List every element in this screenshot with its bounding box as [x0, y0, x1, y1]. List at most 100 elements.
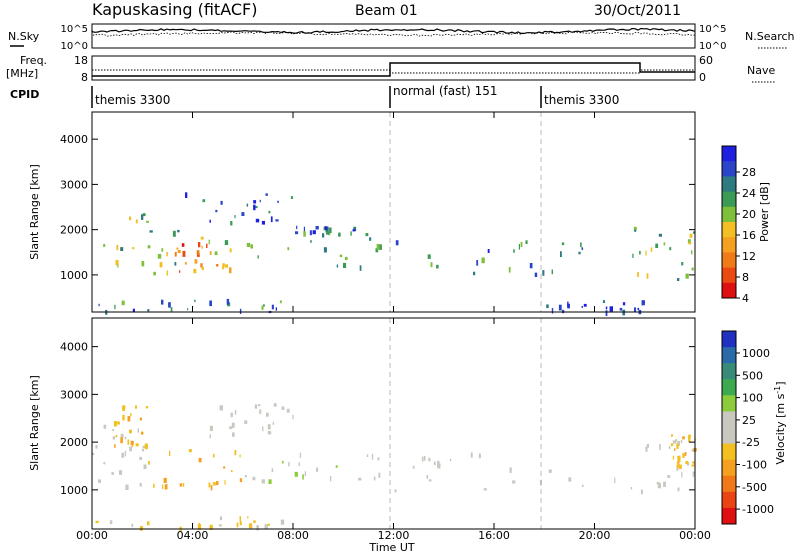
echo-cell — [358, 477, 362, 481]
noise-tick-right-bottom: 10^0 — [699, 41, 726, 52]
echo-cell — [145, 406, 149, 409]
echo-cell — [132, 247, 135, 250]
echo-cell — [268, 479, 272, 484]
colorbar-tick-label: 12 — [742, 250, 756, 263]
echo-cell — [622, 309, 626, 316]
echo-cell — [567, 303, 570, 309]
echo-cell — [483, 488, 487, 491]
colorbar-tick-label: 28 — [742, 166, 756, 179]
colorbar-segment — [722, 379, 736, 396]
colorbar-tick-label: 500 — [742, 369, 763, 382]
colorbar-segment — [722, 237, 736, 253]
date-title: 30/Oct/2011 — [594, 3, 681, 19]
echo-cell — [202, 199, 206, 203]
echo-cell — [265, 193, 268, 196]
echo-cell — [692, 472, 695, 477]
echo-cell — [187, 308, 189, 311]
echo-cell — [209, 219, 211, 223]
echo-cell — [645, 250, 647, 256]
y-tick-label: 2000 — [60, 436, 88, 449]
echo-cell — [209, 524, 213, 530]
echo-cell — [200, 263, 203, 268]
echo-cell — [141, 431, 144, 435]
echo-cell — [271, 304, 274, 310]
echo-cell — [201, 245, 203, 249]
cpid-segment-2: normal (fast) 151 — [393, 84, 497, 98]
echo-cell — [299, 452, 302, 458]
colorbar-segment — [722, 252, 736, 269]
nave-tick-bottom: 0 — [699, 71, 706, 84]
echo-cell — [95, 520, 99, 524]
echo-cell — [275, 219, 279, 222]
echo-cell — [229, 426, 233, 430]
echo-cell — [209, 300, 212, 307]
echo-cell — [200, 236, 204, 240]
echo-cell — [303, 226, 305, 232]
echo-cell — [580, 242, 582, 248]
echo-cell — [253, 200, 257, 204]
y-tick-label: 3000 — [60, 178, 88, 191]
echo-cell — [149, 230, 153, 233]
echo-cell — [277, 200, 279, 203]
echo-cell — [261, 220, 265, 225]
echo-cell — [551, 269, 553, 275]
velocity-colorbar: 1000 500 100 25 -25 -100 -500 -1000 — [721, 330, 774, 525]
echo-cell — [428, 479, 432, 482]
echo-cell — [371, 453, 374, 460]
echo-cell — [219, 516, 223, 521]
power-panel-frame — [91, 111, 696, 313]
echo-cell — [196, 250, 200, 255]
echo-cell — [139, 417, 142, 421]
echo-cell — [679, 464, 682, 469]
echo-cell — [261, 479, 265, 484]
echo-cell — [246, 203, 249, 207]
echo-cell — [433, 461, 436, 465]
echo-cell — [678, 463, 680, 468]
echo-cell — [159, 262, 163, 268]
echo-cell — [219, 405, 223, 411]
echo-cell — [581, 305, 583, 308]
echo-cell — [255, 206, 258, 209]
echo-cell — [255, 218, 260, 223]
echo-cell — [139, 526, 143, 531]
echo-cell — [141, 448, 144, 452]
noise-tick-right-top: 10^5 — [699, 24, 726, 35]
echo-cell — [216, 481, 219, 486]
echo-cell — [127, 416, 131, 422]
echo-cell — [114, 444, 116, 448]
echo-cell — [169, 450, 171, 456]
y-tick-label: 4000 — [60, 133, 88, 146]
echo-cell — [177, 229, 180, 233]
echo-cell — [254, 404, 258, 409]
echo-cell — [672, 440, 677, 444]
echo-cell — [685, 461, 689, 465]
echo-cell — [641, 300, 643, 306]
echo-cell — [641, 300, 645, 306]
station-title: Kapuskasing (fitACF) — [92, 0, 257, 19]
echo-cell — [103, 424, 107, 429]
echo-cell — [640, 489, 643, 495]
echo-cell — [268, 210, 271, 214]
echo-cell — [258, 404, 261, 407]
nave-label: Nave — [747, 64, 775, 77]
echo-cell — [162, 484, 164, 490]
echo-cell — [170, 307, 173, 312]
beam-title: Beam 01 — [355, 3, 418, 19]
echo-cell — [680, 440, 683, 444]
echo-cell — [684, 452, 687, 456]
echo-cell — [208, 239, 210, 245]
echo-cell — [120, 437, 123, 444]
echo-cell — [234, 215, 236, 219]
echo-cell — [92, 452, 95, 456]
echo-cell — [244, 474, 247, 478]
colorbar-segment — [722, 206, 736, 223]
echo-cell — [288, 461, 290, 467]
echo-cell — [147, 245, 151, 249]
echo-cell — [135, 405, 137, 409]
echo-cell — [430, 262, 433, 268]
cpid-segment-3: themis 3300 — [544, 93, 619, 107]
x-tick-label: 00:00 — [679, 529, 711, 542]
echo-cell — [261, 305, 264, 310]
x-tick-label: 16:00 — [478, 529, 510, 542]
x-tick-label: 08:00 — [277, 529, 309, 542]
